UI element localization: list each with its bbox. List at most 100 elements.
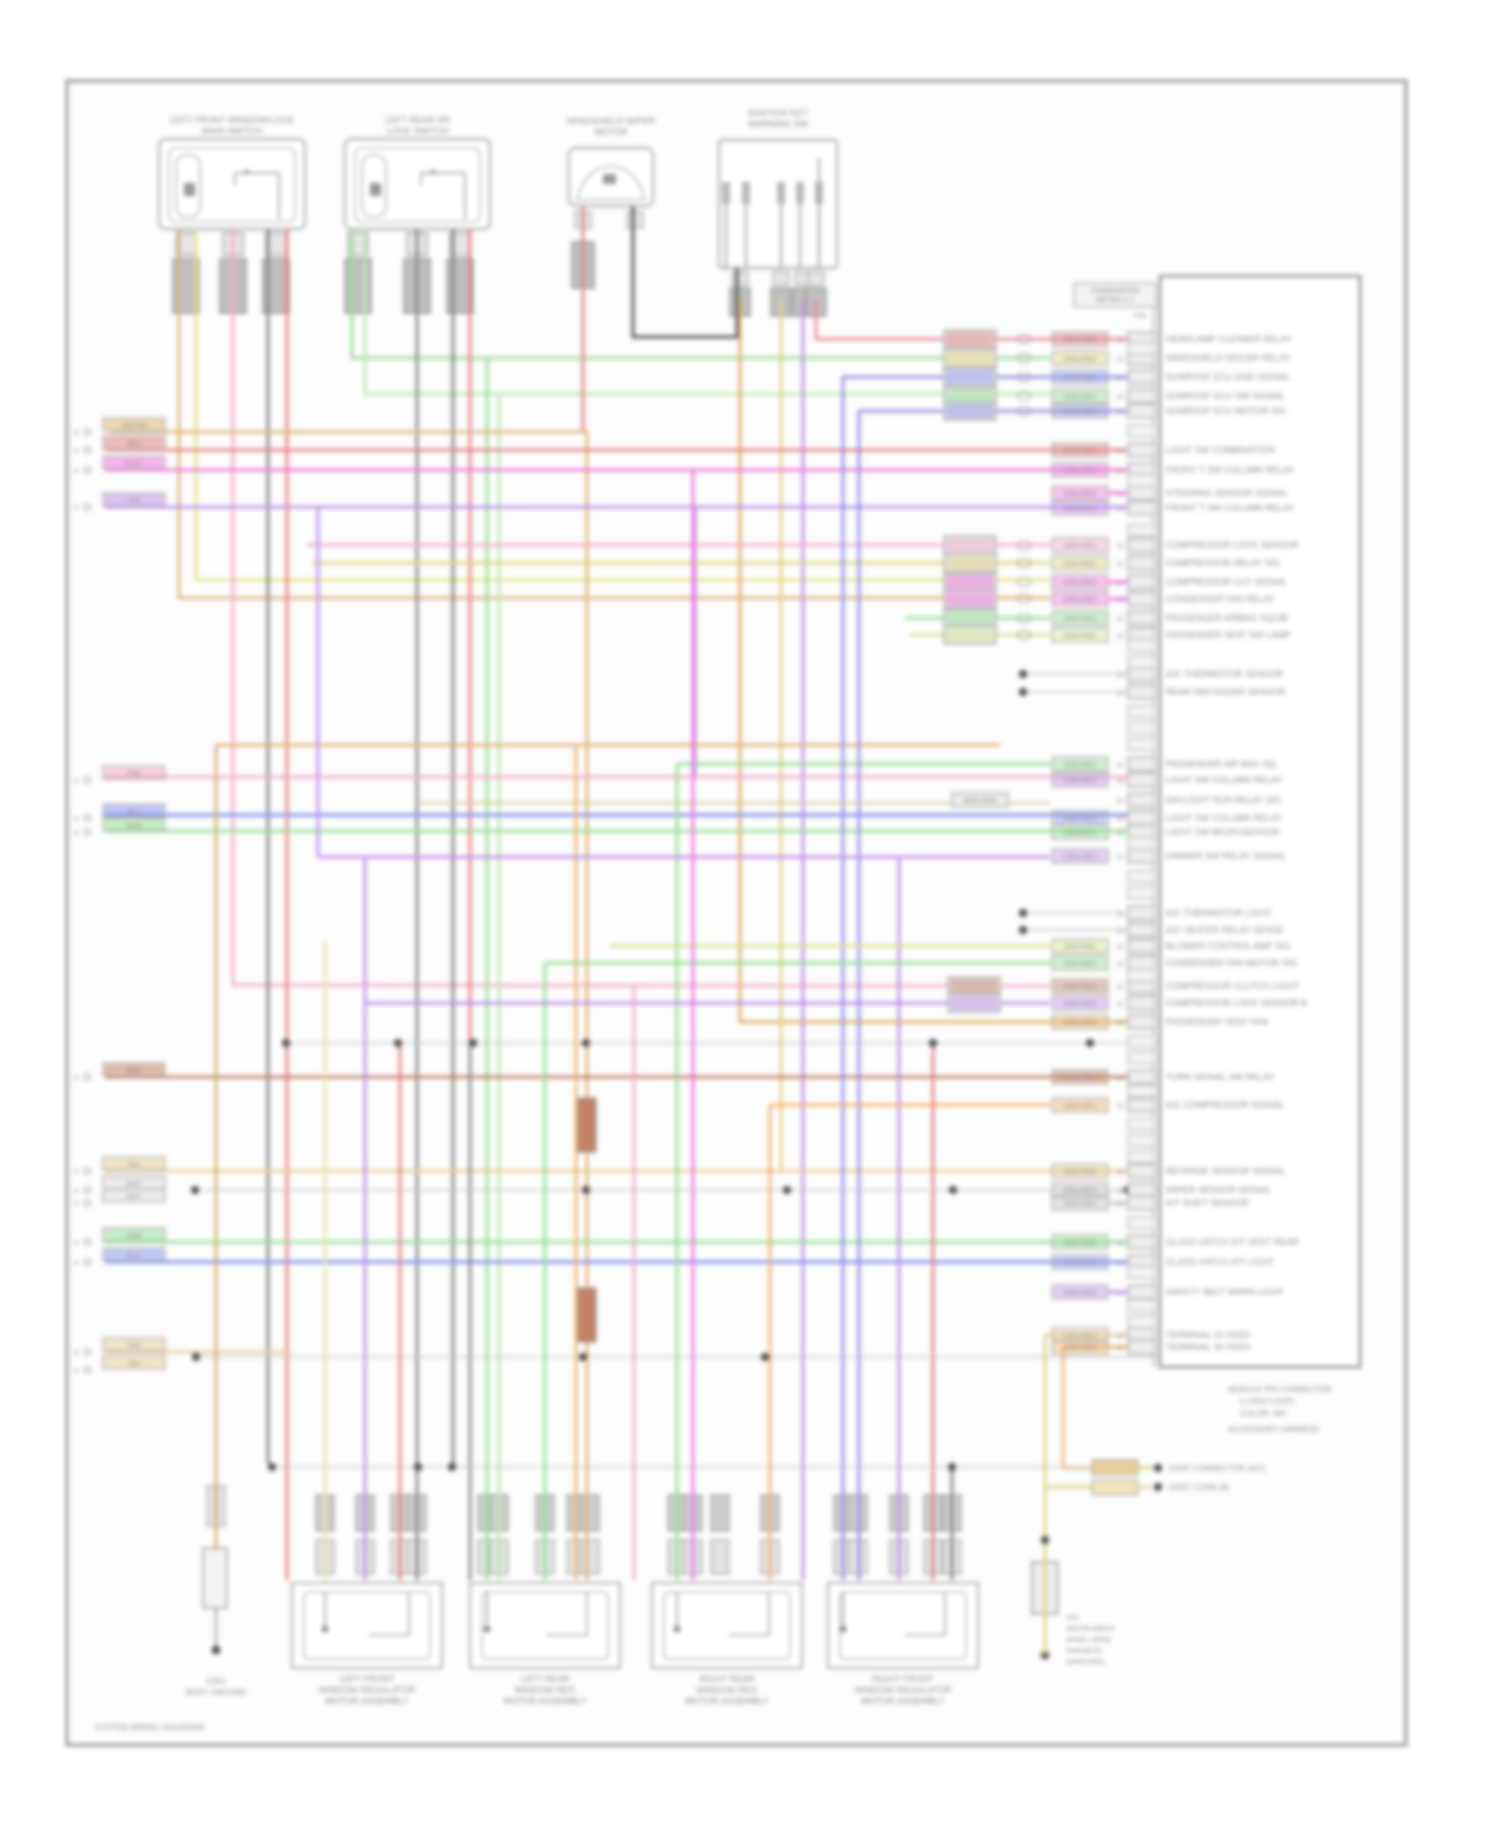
svg-text:SUNROOF ECU MOTOR SIG: SUNROOF ECU MOTOR SIG xyxy=(1166,406,1286,416)
svg-text:3: 3 xyxy=(74,1169,78,1176)
svg-text:FRONT T SW COLUMN RELAY: FRONT T SW COLUMN RELAY xyxy=(1166,465,1294,475)
svg-text:COLOR: WH: COLOR: WH xyxy=(1240,1409,1286,1418)
svg-text:GRY: GRY xyxy=(126,1194,141,1201)
svg-text:WARNING SW: WARNING SW xyxy=(748,119,809,129)
svg-text:GRN-RED: GRN-RED xyxy=(1064,1201,1097,1208)
svg-text:JOINT CONNECTOR (A/C): JOINT CONNECTOR (A/C) xyxy=(1168,1464,1266,1473)
svg-text:MOTOR ASSEMBLY: MOTOR ASSEMBLY xyxy=(503,1696,586,1706)
svg-text:GRN-RED: GRN-RED xyxy=(1064,597,1097,604)
svg-text:COMPRESSOR LOCK SENSOR B: COMPRESSOR LOCK SENSOR B xyxy=(1166,998,1307,1008)
svg-text:GRN-RED: GRN-RED xyxy=(1064,1333,1097,1340)
svg-text:GRN-RED: GRN-RED xyxy=(1064,633,1097,640)
svg-text:RIGHT FRONT: RIGHT FRONT xyxy=(872,1674,934,1684)
svg-text:GRN-RED: GRN-RED xyxy=(1064,448,1097,455)
svg-text:LIGHT SW COLUMN RELAY: LIGHT SW COLUMN RELAY xyxy=(1166,813,1282,823)
svg-text:A/C COMPRESSOR SIGNAL: A/C COMPRESSOR SIGNAL xyxy=(1166,1100,1284,1110)
svg-text:GRN-RED: GRN-RED xyxy=(1064,778,1097,785)
svg-text:PASSENGER AIR BAG SQ: PASSENGER AIR BAG SQ xyxy=(1166,759,1275,769)
svg-text:LEFT REAR DR: LEFT REAR DR xyxy=(385,115,450,125)
svg-text:GRN-RED: GRN-RED xyxy=(1064,762,1097,769)
svg-text:BLU: BLU xyxy=(127,1253,141,1260)
svg-text:GRN-RED: GRN-RED xyxy=(1064,816,1097,823)
svg-text:MOTOR ASSEMBLY: MOTOR ASSEMBLY xyxy=(685,1696,768,1706)
svg-text:12: 12 xyxy=(1116,928,1124,935)
svg-text:12: 12 xyxy=(1116,394,1124,401)
svg-text:GRN-RED: GRN-RED xyxy=(1064,491,1097,498)
svg-text:GRN: GRN xyxy=(126,1233,142,1240)
svg-text:3: 3 xyxy=(74,468,78,475)
svg-text:12: 12 xyxy=(1116,762,1124,769)
svg-text:12: 12 xyxy=(1116,984,1124,991)
svg-text:12: 12 xyxy=(1116,1333,1124,1340)
svg-text:3: 3 xyxy=(74,1368,78,1375)
svg-text:GRN-RED: GRN-RED xyxy=(1064,1020,1097,1027)
svg-text:12: 12 xyxy=(1116,561,1124,568)
svg-text:GRN: GRN xyxy=(126,823,142,830)
svg-text:PANEL WIRE: PANEL WIRE xyxy=(1066,1635,1111,1644)
svg-text:BRN: BRN xyxy=(127,1068,142,1075)
svg-text:MAG: MAG xyxy=(126,461,142,468)
svg-text:MOTOR ASSEMBLY: MOTOR ASSEMBLY xyxy=(325,1696,408,1706)
svg-text:C-0334 A (32P): C-0334 A (32P) xyxy=(1240,1397,1295,1406)
svg-text:GRN-RED: GRN-RED xyxy=(1064,961,1097,968)
svg-text:GRN-RED: GRN-RED xyxy=(1064,944,1097,951)
svg-text:SAFETY BELT WARN LIGHT: SAFETY BELT WARN LIGHT xyxy=(1166,1287,1284,1297)
svg-text:GRN-RED: GRN-RED xyxy=(1064,1103,1097,1110)
svg-text:3: 3 xyxy=(74,505,78,512)
svg-text:GRN-RED: GRN-RED xyxy=(1064,1188,1097,1195)
svg-text:12: 12 xyxy=(1116,961,1124,968)
svg-text:TAN: TAN xyxy=(127,1162,140,1169)
svg-text:DAYLIGHT RUN RELAY SIG: DAYLIGHT RUN RELAY SIG xyxy=(1166,795,1281,805)
svg-text:3: 3 xyxy=(74,430,78,437)
svg-text:12: 12 xyxy=(1116,1260,1124,1267)
svg-text:INSTRUMENT: INSTRUMENT xyxy=(1066,1624,1116,1633)
svg-text:BODY GROUND: BODY GROUND xyxy=(186,1688,247,1697)
svg-text:BRN-GRN: BRN-GRN xyxy=(964,798,997,805)
svg-text:SYSTEM WIRING DIAGRAMS: SYSTEM WIRING DIAGRAMS xyxy=(95,1723,205,1732)
svg-text:3: 3 xyxy=(74,1260,78,1267)
svg-text:3: 3 xyxy=(74,778,78,785)
svg-text:GRN-RED: GRN-RED xyxy=(1064,1075,1097,1082)
svg-text:JOINT CONN (B): JOINT CONN (B) xyxy=(1168,1483,1230,1492)
svg-text:COMPRESSOR CLUTCH LIGHT: COMPRESSOR CLUTCH LIGHT xyxy=(1166,981,1300,991)
svg-text:MOTOR: MOTOR xyxy=(594,127,628,137)
svg-text:A/C HEATER RELAY SENSE: A/C HEATER RELAY SENSE xyxy=(1166,925,1284,935)
svg-text:GRN-RED: GRN-RED xyxy=(1064,561,1097,568)
svg-text:G301: G301 xyxy=(206,1677,226,1686)
svg-text:12: 12 xyxy=(1116,1169,1124,1176)
svg-text:12: 12 xyxy=(1116,816,1124,823)
svg-text:LIGHT SW MICROSENSOR: LIGHT SW MICROSENSOR xyxy=(1166,827,1280,837)
svg-text:FRONT T SW COLUMN RELAY: FRONT T SW COLUMN RELAY xyxy=(1166,503,1294,513)
svg-text:3: 3 xyxy=(74,1201,78,1208)
svg-text:3: 3 xyxy=(74,830,78,837)
svg-text:A/C THERMISTOR LIGHT: A/C THERMISTOR LIGHT xyxy=(1166,908,1272,918)
svg-text:GRN-RED: GRN-RED xyxy=(1064,409,1097,416)
svg-text:GLASS HATCH A/T LIGHT: GLASS HATCH A/T LIGHT xyxy=(1166,1257,1274,1267)
svg-text:COMBINATION: COMBINATION xyxy=(1091,288,1140,295)
svg-text:GRN-RED: GRN-RED xyxy=(1064,356,1097,363)
svg-text:DIMMER SW RELAY SIGNAL: DIMMER SW RELAY SIGNAL xyxy=(1166,851,1286,861)
svg-text:A/C THERMISTOR SENSOR: A/C THERMISTOR SENSOR xyxy=(1166,669,1284,679)
svg-text:GRN-RED: GRN-RED xyxy=(1064,984,1097,991)
svg-text:VIO: VIO xyxy=(128,498,141,505)
svg-text:LEFT REAR: LEFT REAR xyxy=(520,1674,570,1684)
svg-text:IGNITION KEY: IGNITION KEY xyxy=(748,108,809,118)
svg-text:12: 12 xyxy=(1116,1188,1124,1195)
svg-text:CONDENSER FAN MOTOR SIG: CONDENSER FAN MOTOR SIG xyxy=(1166,958,1297,968)
svg-text:12: 12 xyxy=(1116,830,1124,837)
svg-text:TAN: TAN xyxy=(127,1361,140,1368)
svg-text:GRN-RED: GRN-RED xyxy=(1064,830,1097,837)
svg-text:GRN-RED: GRN-RED xyxy=(1064,1240,1097,1247)
svg-text:12: 12 xyxy=(1116,911,1124,918)
svg-text:RED: RED xyxy=(127,441,142,448)
svg-text:GRN-RED: GRN-RED xyxy=(1064,616,1097,623)
svg-text:3: 3 xyxy=(74,1188,78,1195)
svg-text:LIGHT SW COLUMN RELAY: LIGHT SW COLUMN RELAY xyxy=(1166,775,1282,785)
svg-text:12: 12 xyxy=(1116,633,1124,640)
svg-text:PASSENGER SEAT SW LAMP: PASSENGER SEAT SW LAMP xyxy=(1166,630,1291,640)
svg-text:REAR DEFOGGER SENSOR: REAR DEFOGGER SENSOR xyxy=(1166,687,1286,697)
svg-text:GRN-RED: GRN-RED xyxy=(1064,375,1097,382)
svg-text:12: 12 xyxy=(1116,690,1124,697)
svg-text:WINDOW REG: WINDOW REG xyxy=(514,1685,576,1695)
svg-text:12: 12 xyxy=(1116,1075,1124,1082)
